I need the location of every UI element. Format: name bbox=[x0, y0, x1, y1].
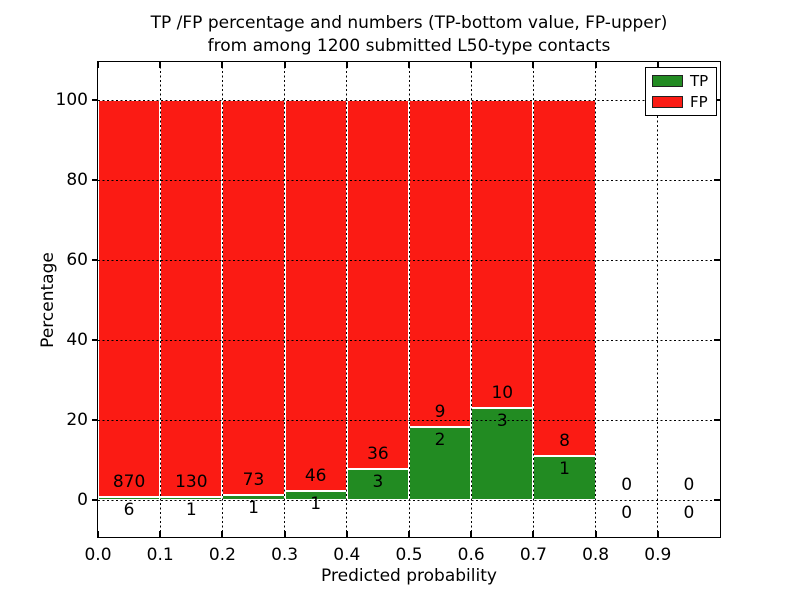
x-tick-label: 0.6 bbox=[457, 545, 485, 565]
x-tick-label: 0.3 bbox=[271, 545, 299, 565]
y-tick-label: 100 bbox=[55, 90, 88, 110]
legend-label-tp: TP bbox=[690, 72, 709, 90]
x-tick-label: 0.0 bbox=[84, 545, 112, 565]
y-tick-label: 80 bbox=[66, 170, 88, 190]
x-tick-label: 0.4 bbox=[333, 545, 361, 565]
y-tick-label: 20 bbox=[66, 410, 88, 430]
legend-item-fp: FP bbox=[652, 94, 710, 110]
fp-color-swatch bbox=[652, 96, 683, 108]
legend: TP FP bbox=[645, 67, 717, 116]
chart-title-line2: from among 1200 submitted L50-type conta… bbox=[207, 36, 611, 56]
y-tick-label: 0 bbox=[77, 490, 88, 510]
tp-color-swatch bbox=[652, 75, 683, 87]
x-tick-label: 0.5 bbox=[395, 545, 423, 565]
legend-label-fp: FP bbox=[690, 93, 708, 111]
x-tick-label: 0.2 bbox=[208, 545, 236, 565]
legend-item-tp: TP bbox=[652, 73, 710, 89]
chart-title-line1: TP /FP percentage and numbers (TP-bottom… bbox=[150, 13, 668, 33]
y-axis-label: Percentage bbox=[38, 252, 58, 348]
x-tick-label: 0.9 bbox=[644, 545, 672, 565]
x-tick-label: 0.7 bbox=[519, 545, 547, 565]
x-tick-label: 0.1 bbox=[146, 545, 174, 565]
x-tick-label: 0.8 bbox=[582, 545, 610, 565]
plot-area bbox=[97, 61, 721, 538]
x-axis-label: Predicted probability bbox=[321, 566, 497, 586]
